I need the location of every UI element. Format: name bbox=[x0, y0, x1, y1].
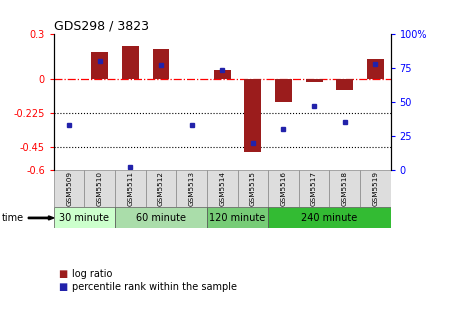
Bar bbox=[207, 207, 268, 228]
Text: percentile rank within the sample: percentile rank within the sample bbox=[72, 282, 237, 292]
Bar bbox=[268, 170, 299, 207]
Text: ■: ■ bbox=[58, 269, 68, 279]
Bar bbox=[244, 79, 261, 152]
Bar bbox=[336, 79, 353, 90]
Bar bbox=[238, 170, 268, 207]
Bar bbox=[367, 59, 384, 79]
Text: GSM5514: GSM5514 bbox=[219, 171, 225, 206]
Text: GSM5511: GSM5511 bbox=[128, 171, 133, 206]
Bar bbox=[207, 170, 238, 207]
Text: GSM5513: GSM5513 bbox=[189, 171, 194, 206]
Text: GSM5515: GSM5515 bbox=[250, 171, 256, 206]
Text: 240 minute: 240 minute bbox=[301, 213, 357, 223]
Text: GDS298 / 3823: GDS298 / 3823 bbox=[54, 19, 149, 33]
Bar bbox=[360, 170, 391, 207]
Bar bbox=[84, 170, 115, 207]
Text: ■: ■ bbox=[58, 282, 68, 292]
Bar bbox=[306, 79, 322, 82]
Bar bbox=[115, 170, 146, 207]
Text: 30 minute: 30 minute bbox=[60, 213, 110, 223]
Text: GSM5518: GSM5518 bbox=[342, 171, 348, 206]
Bar bbox=[330, 170, 360, 207]
Bar bbox=[153, 49, 169, 79]
Bar bbox=[92, 52, 108, 79]
Bar bbox=[275, 79, 292, 102]
Text: GSM5517: GSM5517 bbox=[311, 171, 317, 206]
Text: GSM5519: GSM5519 bbox=[372, 171, 379, 206]
Text: GSM5516: GSM5516 bbox=[281, 171, 286, 206]
Text: GSM5512: GSM5512 bbox=[158, 171, 164, 206]
Text: GSM5509: GSM5509 bbox=[66, 171, 72, 206]
Text: 120 minute: 120 minute bbox=[209, 213, 266, 223]
Bar bbox=[54, 207, 115, 228]
Bar bbox=[268, 207, 391, 228]
Bar bbox=[299, 170, 330, 207]
Text: log ratio: log ratio bbox=[72, 269, 112, 279]
Bar bbox=[214, 70, 231, 79]
Bar bbox=[176, 170, 207, 207]
Text: GSM5510: GSM5510 bbox=[97, 171, 103, 206]
Bar bbox=[54, 170, 84, 207]
Bar bbox=[115, 207, 207, 228]
Text: 60 minute: 60 minute bbox=[136, 213, 186, 223]
Bar bbox=[122, 46, 139, 79]
Text: time: time bbox=[2, 213, 24, 223]
Bar bbox=[146, 170, 176, 207]
